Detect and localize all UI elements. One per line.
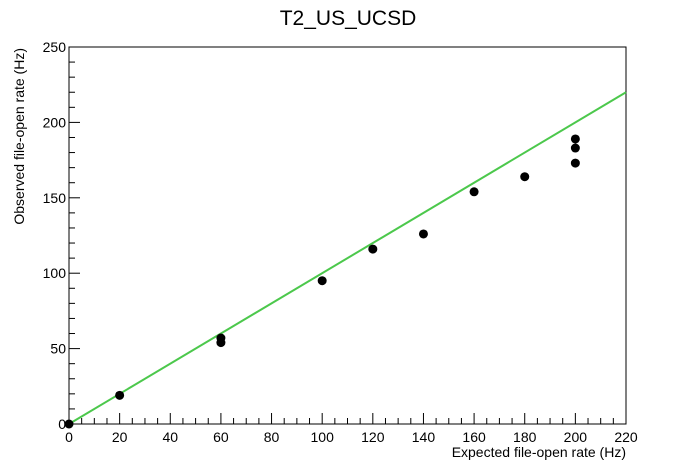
chart-title: T2_US_UCSD [280, 7, 417, 30]
x-tick-label: 100 [311, 429, 335, 445]
x-tick-label: 60 [213, 429, 229, 445]
data-point [64, 419, 74, 429]
x-tick-label: 140 [412, 429, 436, 445]
x-tick-label: 120 [361, 429, 385, 445]
y-tick-label: 200 [43, 114, 67, 130]
y-tick-label: 0 [58, 416, 66, 432]
y-axis-title: Observed file-open rate (Hz) [11, 48, 27, 225]
plot-frame [68, 46, 627, 425]
data-point [570, 134, 580, 144]
data-point [115, 390, 125, 400]
data-point [418, 229, 428, 239]
x-tick-label: 180 [513, 429, 537, 445]
x-tick-label: 220 [614, 429, 638, 445]
data-point [469, 187, 479, 197]
reference-line [68, 91, 627, 425]
x-tick-label: 160 [462, 429, 486, 445]
data-point [570, 143, 580, 153]
y-tick-label: 100 [43, 265, 67, 281]
data-point [570, 158, 580, 168]
data-point [216, 333, 226, 343]
x-tick-label: 80 [264, 429, 280, 445]
y-tick-label: 50 [50, 341, 66, 357]
data-point [520, 172, 530, 182]
x-axis-title: Expected file-open rate (Hz) [452, 444, 626, 460]
x-tick-label: 20 [112, 429, 128, 445]
x-tick-label: 200 [564, 429, 588, 445]
data-point [317, 276, 327, 286]
x-tick-label: 0 [65, 429, 73, 445]
data-point [368, 244, 378, 254]
y-tick-label: 150 [43, 190, 67, 206]
x-tick-label: 40 [162, 429, 178, 445]
y-tick-label: 250 [43, 39, 67, 55]
